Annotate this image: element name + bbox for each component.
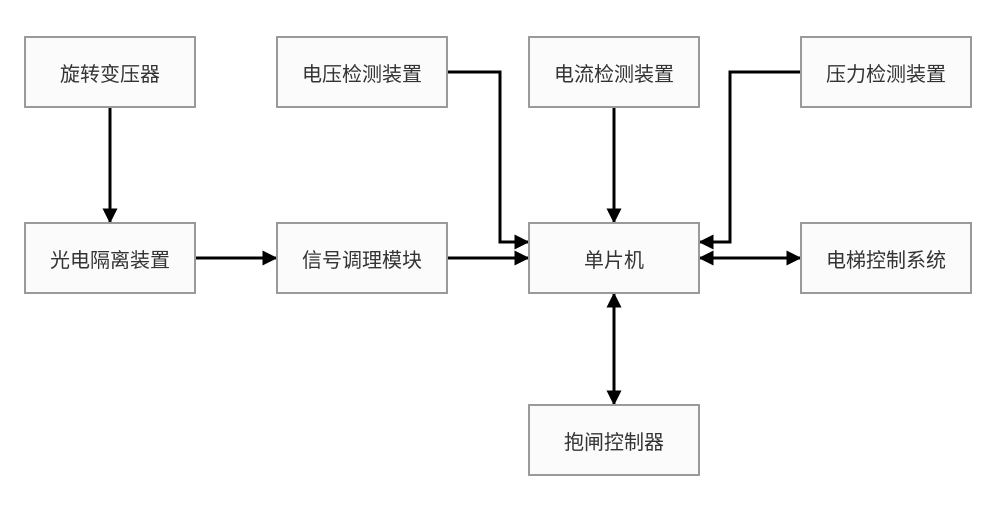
node-signal-cond: 信号调理模块 <box>276 222 448 294</box>
node-opto-isolator: 光电隔离装置 <box>24 222 196 294</box>
node-mcu: 单片机 <box>528 222 700 294</box>
node-label: 单片机 <box>584 244 644 273</box>
node-pressure-detect: 压力检测装置 <box>800 36 972 108</box>
diagram-canvas: 旋转变压器 电压检测装置 电流检测装置 压力检测装置 光电隔离装置 信号调理模块… <box>0 0 1000 522</box>
node-label: 信号调理模块 <box>302 244 422 273</box>
node-label: 抱闸控制器 <box>564 426 664 455</box>
node-label: 电梯控制系统 <box>826 244 946 273</box>
node-label: 电压检测装置 <box>302 58 422 87</box>
node-rotary-transformer: 旋转变压器 <box>24 36 196 108</box>
node-label: 旋转变压器 <box>60 58 160 87</box>
node-voltage-detect: 电压检测装置 <box>276 36 448 108</box>
node-current-detect: 电流检测装置 <box>528 36 700 108</box>
node-label: 光电隔离装置 <box>50 244 170 273</box>
node-label: 电流检测装置 <box>554 58 674 87</box>
node-label: 压力检测装置 <box>826 58 946 87</box>
node-brake-ctrl: 抱闸控制器 <box>528 404 700 476</box>
node-elevator-ctrl: 电梯控制系统 <box>800 222 972 294</box>
